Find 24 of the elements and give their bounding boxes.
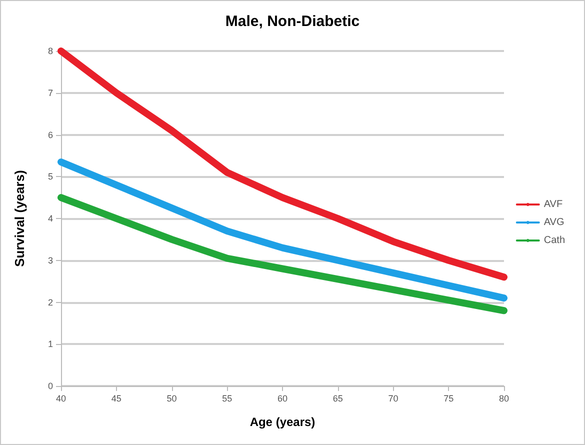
x-tick-label: 65 — [332, 394, 343, 404]
y-tick-label: 0 — [48, 381, 53, 391]
legend-label: AVF — [544, 199, 563, 210]
x-tick-label: 45 — [111, 394, 122, 404]
y-tick-label: 1 — [48, 339, 53, 350]
chart-title: Male, Non-Diabetic — [225, 13, 360, 30]
x-tick-label: 80 — [498, 394, 510, 404]
y-tick-label: 8 — [48, 46, 53, 56]
y-tick-label: 5 — [48, 172, 53, 182]
y-tick-label: 2 — [48, 297, 53, 308]
x-axis-title: Age (years) — [250, 415, 316, 429]
y-tick-label: 7 — [48, 88, 53, 98]
x-tick-label: 75 — [444, 394, 454, 404]
x-tick-label: 70 — [388, 394, 398, 404]
x-tick-label: 60 — [277, 394, 288, 404]
legend-label: AVG — [544, 217, 564, 228]
x-tick-label: 50 — [166, 394, 177, 404]
x-tick-label: 40 — [56, 394, 66, 404]
y-tick-label: 3 — [48, 255, 53, 266]
y-axis-title: Survival (years) — [12, 170, 27, 267]
y-tick-label: 6 — [48, 130, 53, 140]
y-tick-label: 4 — [48, 214, 53, 224]
legend-label: Cath — [544, 235, 565, 246]
x-tick-label: 55 — [222, 394, 232, 404]
